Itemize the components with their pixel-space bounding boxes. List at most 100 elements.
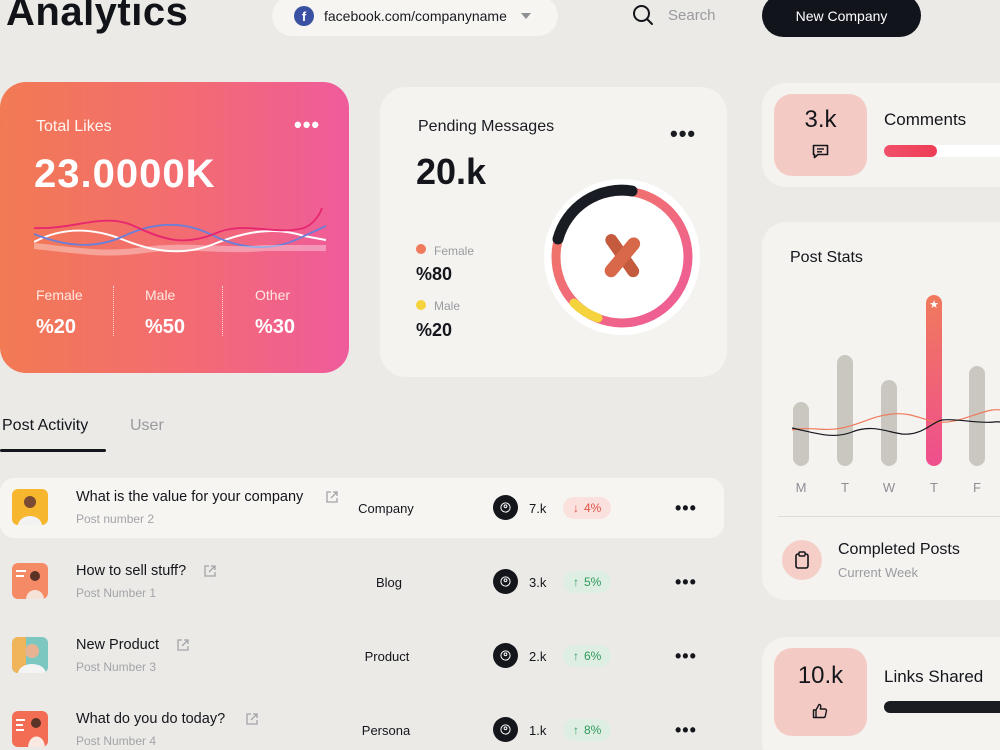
pending-donut-chart bbox=[544, 179, 700, 335]
tab-user[interactable]: User bbox=[130, 417, 164, 434]
more-options-icon[interactable]: ••• bbox=[675, 572, 697, 592]
external-link-icon[interactable] bbox=[203, 564, 217, 578]
change-value: 8% bbox=[584, 723, 602, 737]
day-label: T bbox=[930, 480, 938, 495]
total-likes-card: Total Likes ••• 23.0000K Female %20 Male… bbox=[0, 82, 349, 373]
post-category: Persona bbox=[361, 723, 411, 738]
post-category: Product bbox=[364, 649, 410, 664]
likes-wave-chart bbox=[34, 207, 326, 256]
post-subtitle: Post Number 1 bbox=[76, 586, 157, 600]
post-subtitle: Post Number 3 bbox=[76, 660, 157, 674]
pending-messages-title: Pending Messages bbox=[418, 118, 555, 135]
post-count: 2.k bbox=[529, 649, 547, 664]
post-thumbnail bbox=[12, 563, 48, 599]
bar-mon bbox=[793, 402, 809, 466]
completed-posts-sub: Current Week bbox=[838, 565, 918, 580]
post-stats-title: Post Stats bbox=[790, 249, 863, 266]
new-company-button[interactable]: New Company bbox=[762, 0, 921, 37]
arrow-down-icon: ↓ bbox=[573, 501, 579, 515]
divider bbox=[778, 516, 1000, 517]
female-legend-value: %80 bbox=[416, 264, 453, 284]
comments-card: 3.k Comments bbox=[762, 83, 1000, 187]
change-badge: ↓ 4% bbox=[563, 497, 612, 519]
more-options-icon[interactable]: ••• bbox=[294, 112, 321, 137]
post-title[interactable]: What is the value for your company bbox=[76, 489, 304, 505]
day-label: T bbox=[841, 480, 849, 495]
arrow-up-icon: ↑ bbox=[573, 649, 579, 663]
pending-messages-value: 20.k bbox=[416, 151, 487, 192]
completed-posts-label: Completed Posts bbox=[838, 541, 960, 558]
url-selector-value: facebook.com/companyname bbox=[324, 8, 507, 24]
more-options-icon[interactable]: ••• bbox=[675, 646, 697, 666]
links-shared-badge: 10.k bbox=[774, 648, 867, 736]
divider bbox=[113, 286, 114, 336]
links-shared-label: Links Shared bbox=[884, 667, 984, 686]
male-legend-dot bbox=[416, 300, 426, 310]
post-thumbnail bbox=[12, 637, 48, 673]
more-options-icon[interactable]: ••• bbox=[670, 121, 697, 146]
links-shared-value: 10.k bbox=[797, 662, 844, 689]
post-count: 1.k bbox=[529, 723, 547, 738]
post-count: 3.k bbox=[529, 575, 547, 590]
user-icon bbox=[493, 495, 518, 520]
comments-progress bbox=[884, 145, 1000, 157]
more-options-icon[interactable]: ••• bbox=[675, 720, 697, 740]
links-shared-card: 10.k Links Shared bbox=[762, 637, 1000, 750]
change-value: 5% bbox=[584, 575, 602, 589]
stat-female-label: Female bbox=[36, 287, 83, 303]
post-subtitle: Post Number 4 bbox=[76, 734, 157, 748]
arrow-up-icon: ↑ bbox=[573, 723, 579, 737]
chat-icon bbox=[812, 144, 829, 159]
post-count: 7.k bbox=[529, 501, 547, 516]
arrow-up-icon: ↑ bbox=[573, 575, 579, 589]
user-icon bbox=[493, 717, 518, 742]
change-badge: ↑ 6% bbox=[563, 645, 612, 667]
post-thumbnail bbox=[12, 711, 48, 747]
bar-thu bbox=[926, 295, 942, 466]
external-link-icon[interactable] bbox=[176, 638, 190, 652]
user-icon bbox=[493, 569, 518, 594]
male-legend-label: Male bbox=[434, 299, 461, 313]
female-legend-label: Female bbox=[434, 244, 475, 258]
stat-male-value: %50 bbox=[145, 316, 186, 338]
chevron-down-icon bbox=[520, 13, 531, 19]
user-icon bbox=[493, 643, 518, 668]
day-label: F bbox=[973, 480, 981, 495]
external-link-icon[interactable] bbox=[325, 490, 339, 504]
more-options-icon[interactable]: ••• bbox=[675, 498, 697, 518]
post-title[interactable]: New Product bbox=[76, 637, 160, 653]
stat-other-value: %30 bbox=[255, 316, 296, 338]
post-title[interactable]: What do you do today? bbox=[76, 711, 226, 727]
total-likes-title: Total Likes bbox=[36, 118, 112, 135]
bar-fri bbox=[969, 366, 985, 466]
post-thumbnail bbox=[12, 489, 48, 525]
post-category: Company bbox=[358, 501, 414, 516]
change-value: 6% bbox=[584, 649, 602, 663]
search-icon[interactable] bbox=[632, 4, 654, 26]
bar-tue bbox=[837, 355, 853, 466]
male-legend-value: %20 bbox=[416, 320, 453, 340]
tab-post-activity[interactable]: Post Activity bbox=[2, 417, 89, 434]
post-subtitle: Post number 2 bbox=[76, 512, 155, 526]
bar-wed bbox=[881, 380, 897, 466]
change-badge: ↑ 5% bbox=[563, 571, 612, 593]
total-likes-value: 23.0000K bbox=[34, 152, 216, 196]
links-shared-progress bbox=[884, 701, 1000, 713]
active-tab-indicator bbox=[0, 449, 106, 452]
comments-progress-fill bbox=[884, 145, 938, 157]
comments-value: 3.k bbox=[804, 106, 837, 133]
url-selector[interactable]: f facebook.com/companyname bbox=[272, 0, 558, 36]
post-category: Blog bbox=[375, 575, 403, 590]
stat-male-label: Male bbox=[145, 287, 176, 303]
star-icon: ★ bbox=[929, 299, 939, 311]
facebook-icon: f bbox=[294, 6, 314, 26]
day-label: M bbox=[796, 480, 807, 495]
female-legend-dot bbox=[416, 244, 426, 254]
external-link-icon[interactable] bbox=[245, 712, 259, 726]
post-title[interactable]: How to sell stuff? bbox=[76, 563, 187, 579]
search-input[interactable]: Search bbox=[668, 7, 716, 24]
stat-other-label: Other bbox=[255, 287, 291, 303]
comments-label: Comments bbox=[884, 110, 967, 129]
post-stats-chart: ★ M T W T F bbox=[791, 295, 1000, 495]
page-title: Analytics bbox=[6, 0, 189, 34]
